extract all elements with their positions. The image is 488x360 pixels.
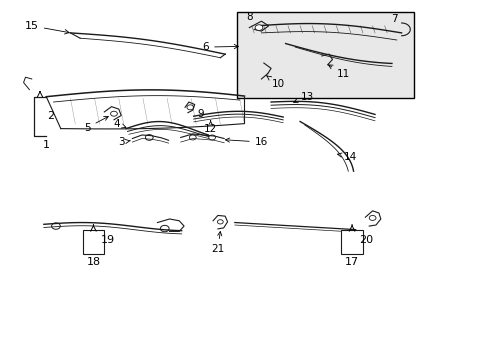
Text: 16: 16 — [225, 137, 267, 147]
Text: 21: 21 — [211, 231, 224, 254]
Circle shape — [145, 135, 153, 140]
Circle shape — [189, 135, 196, 140]
Circle shape — [110, 111, 117, 116]
Text: 19: 19 — [101, 235, 115, 244]
Text: 10: 10 — [266, 76, 285, 89]
Text: 15: 15 — [25, 21, 69, 34]
Circle shape — [217, 220, 223, 224]
Text: 5: 5 — [84, 117, 108, 132]
Text: 9: 9 — [197, 109, 204, 120]
Text: 14: 14 — [337, 152, 357, 162]
Bar — [82, 230, 104, 255]
Circle shape — [208, 135, 215, 140]
Circle shape — [186, 105, 193, 110]
Text: 8: 8 — [245, 12, 252, 22]
Text: 18: 18 — [86, 257, 100, 267]
Text: 12: 12 — [203, 121, 217, 134]
Text: 13: 13 — [293, 92, 313, 103]
Text: 1: 1 — [43, 140, 50, 149]
Text: 6: 6 — [202, 42, 238, 52]
Text: 4: 4 — [113, 119, 126, 129]
Circle shape — [52, 223, 60, 229]
Circle shape — [368, 215, 375, 220]
Bar — [237, 12, 413, 99]
Text: 2: 2 — [47, 111, 55, 121]
Circle shape — [255, 25, 263, 31]
Text: 11: 11 — [328, 65, 349, 79]
Bar — [341, 230, 362, 255]
Text: 20: 20 — [359, 235, 373, 244]
Text: 3: 3 — [118, 137, 130, 147]
Text: 17: 17 — [345, 257, 358, 267]
Text: 7: 7 — [390, 14, 397, 24]
Circle shape — [160, 225, 169, 232]
